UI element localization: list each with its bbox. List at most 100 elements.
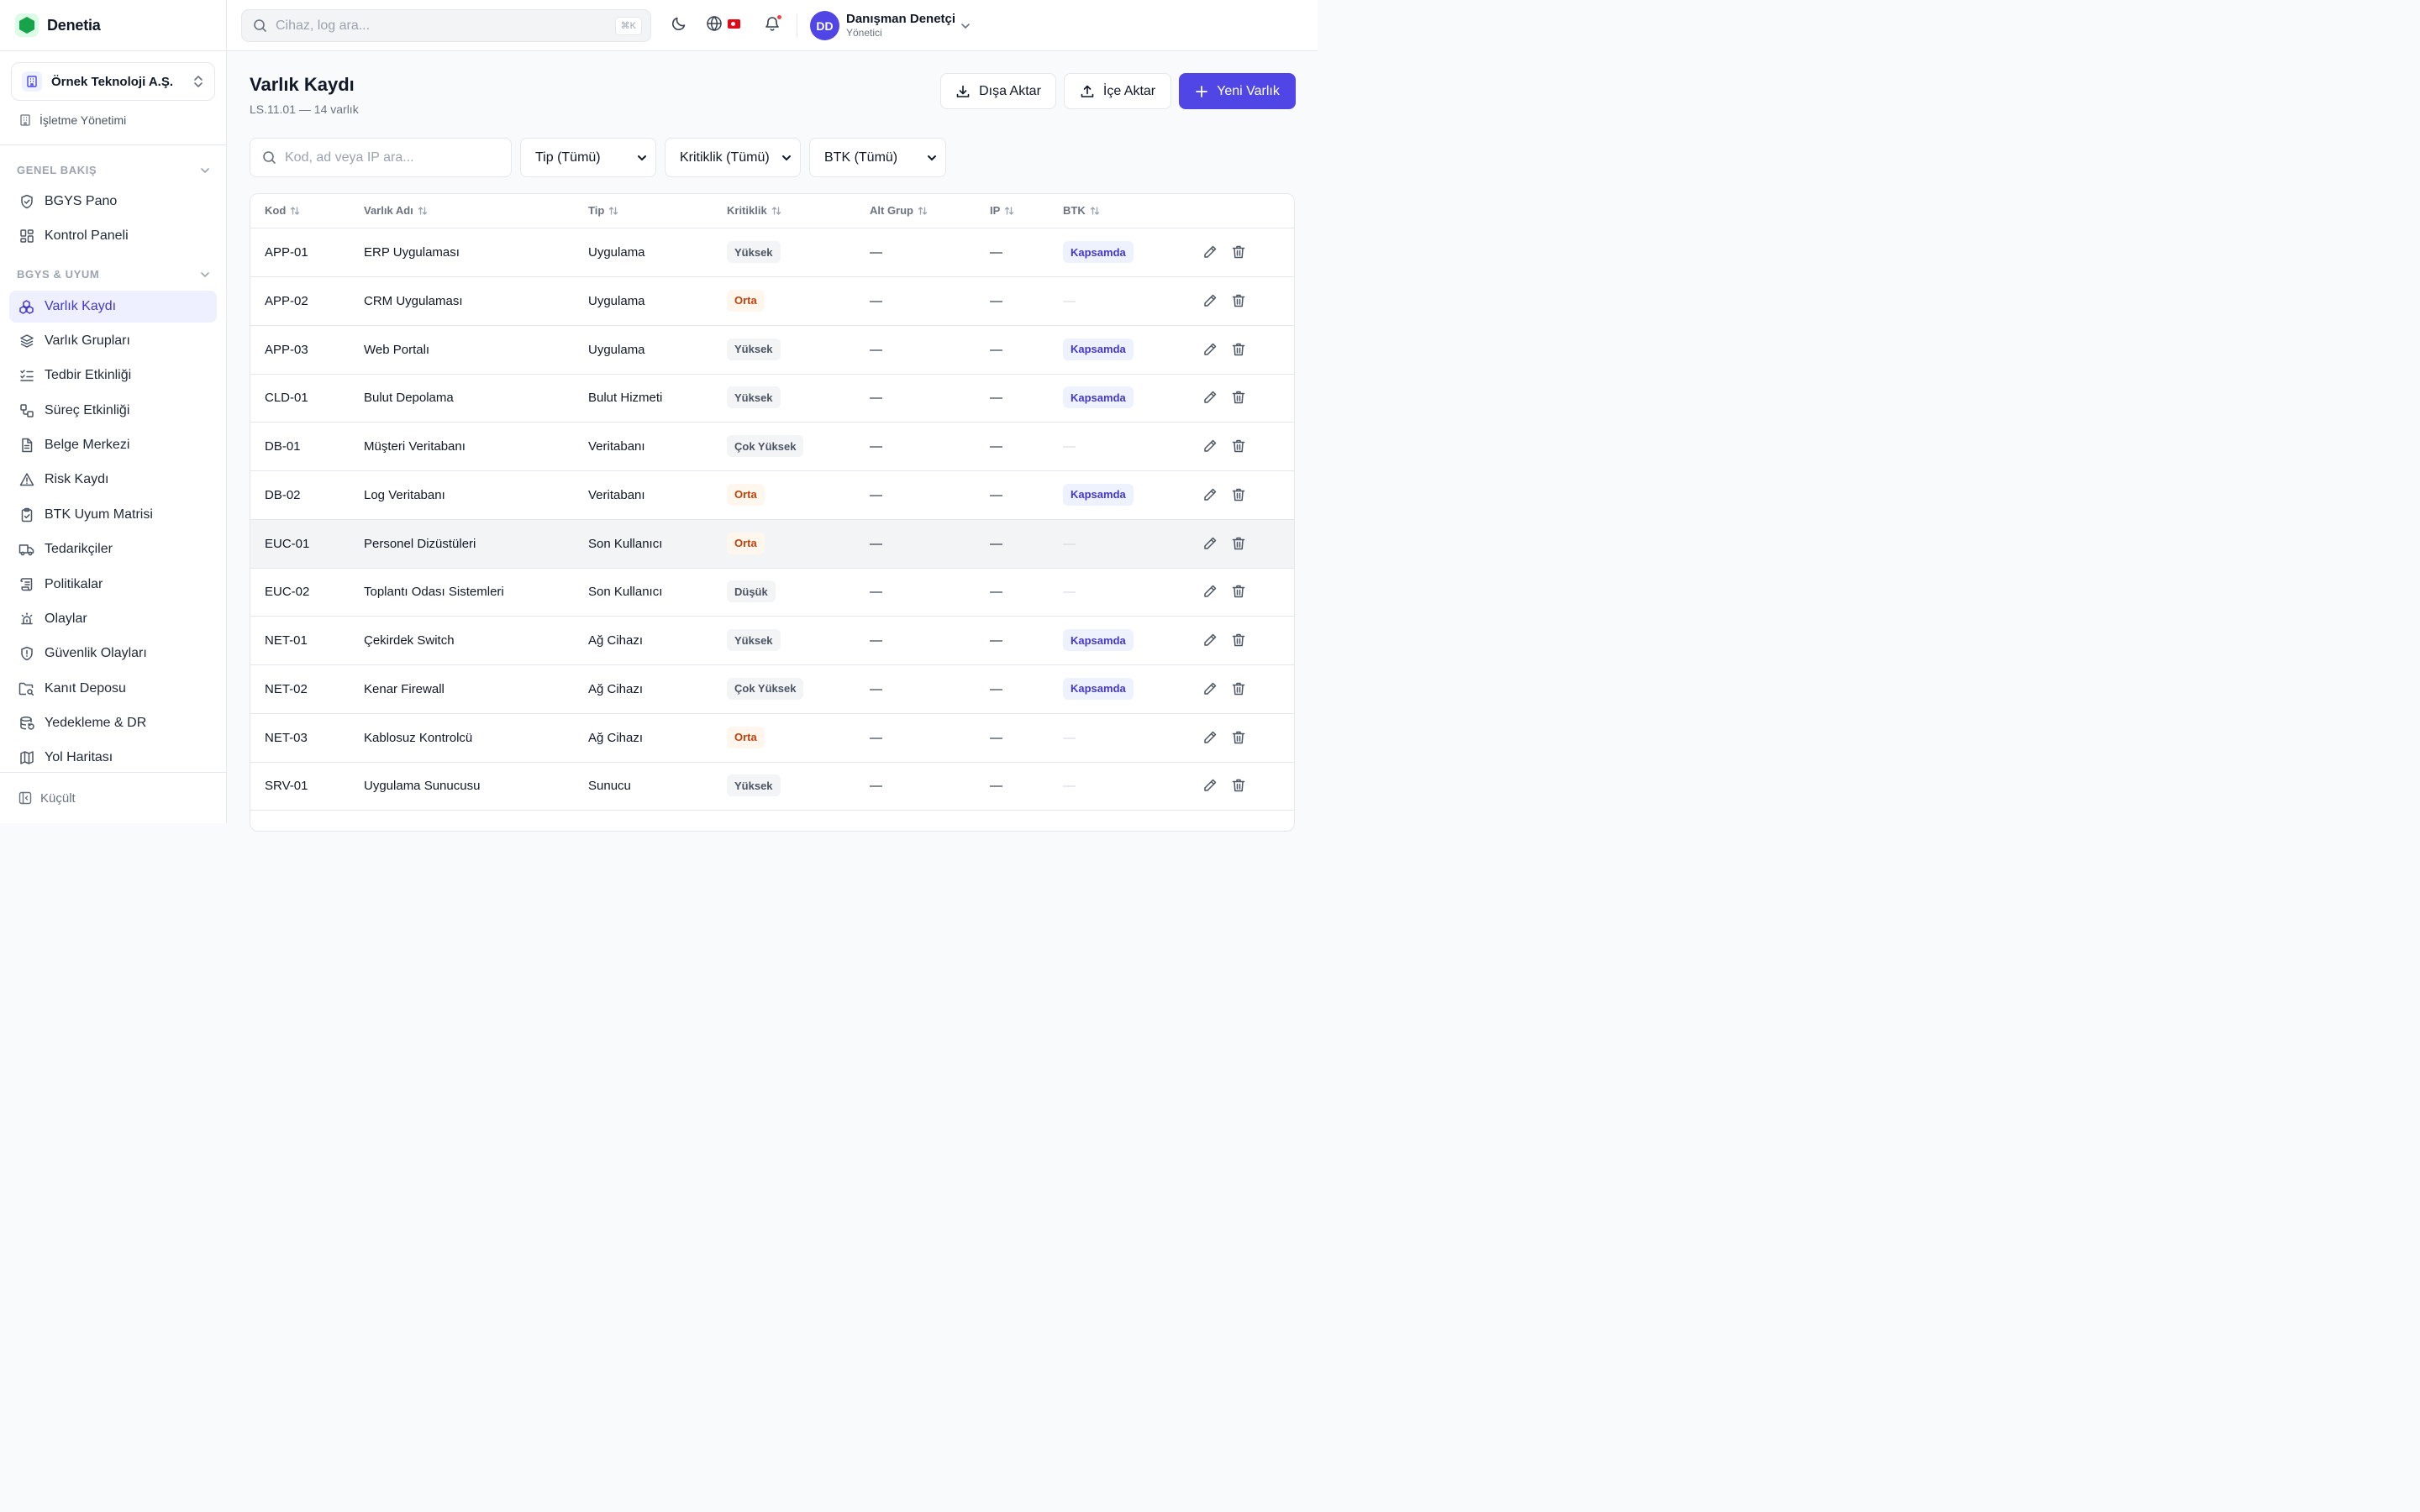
list-checks-icon xyxy=(18,368,34,384)
language-switcher[interactable] xyxy=(706,15,740,32)
table-row[interactable]: NET-01 Çekirdek Switch Ağ Cihazı Yüksek — — Ka… xyxy=(250,617,1294,665)
column-header-subgroup[interactable]: Alt Grup xyxy=(870,204,928,217)
section-general-overview[interactable]: GENEL BAKIŞ xyxy=(17,164,210,176)
cell-btk: — xyxy=(1063,779,1076,794)
sort-icon xyxy=(1090,206,1100,216)
table-row[interactable]: CLD-01 Bulut Depolama Bulut Hizmeti Yüksek —… xyxy=(250,374,1294,423)
cell-ip: — xyxy=(990,633,1002,648)
column-header-btk[interactable]: BTK xyxy=(1063,204,1100,217)
theme-toggle-button[interactable] xyxy=(671,15,687,32)
edit-icon[interactable] xyxy=(1202,584,1218,599)
sidebar-item-belge-merkezi[interactable]: Belge Merkezi xyxy=(9,429,217,461)
column-header-criticality[interactable]: Kritiklik xyxy=(727,204,781,217)
sidebar-item-risk-kaydi[interactable]: Risk Kaydı xyxy=(9,464,217,496)
sidebar-item-guvenlik-olaylari[interactable]: Güvenlik Olayları xyxy=(9,638,217,669)
trash-icon[interactable] xyxy=(1231,438,1246,454)
edit-icon[interactable] xyxy=(1202,681,1218,696)
criticality-filter-select[interactable]: Kritiklik (Tümü) xyxy=(665,138,801,177)
business-management-link[interactable]: İşletme Yönetimi xyxy=(18,111,126,129)
trash-icon[interactable] xyxy=(1231,778,1246,793)
cell-type: Bulut Hizmeti xyxy=(588,391,663,406)
new-asset-label: Yeni Varlık xyxy=(1217,83,1280,98)
edit-icon[interactable] xyxy=(1202,487,1218,502)
sidebar-item-bgys-pano[interactable]: BGYS Pano xyxy=(9,186,217,218)
table-row[interactable]: NET-03 Kablosuz Kontrolcü Ağ Cihazı Orta — — — xyxy=(250,714,1294,763)
trash-icon[interactable] xyxy=(1231,293,1246,308)
sidebar-item-kontrol-paneli[interactable]: Kontrol Paneli xyxy=(9,220,217,252)
sidebar-item-kanit-deposu[interactable]: Kanıt Deposu xyxy=(9,673,217,705)
user-name[interactable]: Danışman Denetçi xyxy=(846,12,956,26)
cell-subgroup: — xyxy=(870,245,882,260)
bell-icon xyxy=(764,14,782,32)
trash-icon[interactable] xyxy=(1231,390,1246,405)
trash-icon[interactable] xyxy=(1231,536,1246,551)
asset-search-input[interactable]: Kod, ad veya IP ara... xyxy=(250,138,512,177)
edit-icon[interactable] xyxy=(1202,438,1218,454)
table-row[interactable]: SRV-01 Uygulama Sunucusu Sunucu Yüksek — — — xyxy=(250,762,1294,811)
column-header-name[interactable]: Varlık Adı xyxy=(364,204,428,217)
criticality-badge: Orta xyxy=(727,726,765,748)
shield-alert-icon xyxy=(18,646,34,662)
sidebar-item-tedarikciler[interactable]: Tedarikçiler xyxy=(9,533,217,565)
criticality-badge: Yüksek xyxy=(727,629,781,651)
sidebar-item-btk-uyum-matrisi[interactable]: BTK Uyum Matrisi xyxy=(9,499,217,531)
edit-icon[interactable] xyxy=(1202,536,1218,551)
edit-icon[interactable] xyxy=(1202,244,1218,260)
edit-icon[interactable] xyxy=(1202,633,1218,648)
chevron-down-icon[interactable] xyxy=(960,20,971,32)
new-asset-button[interactable]: Yeni Varlık xyxy=(1179,73,1296,109)
organization-switcher[interactable]: Örnek Teknoloji A.Ş. xyxy=(11,62,215,101)
trash-icon[interactable] xyxy=(1231,487,1246,502)
sidebar-item-varlik-gruplari[interactable]: Varlık Grupları xyxy=(9,325,217,357)
section-bgys-compliance[interactable]: BGYS & UYUM xyxy=(17,268,210,281)
table-row[interactable]: DB-01 Müşteri Veritabanı Veritabanı Çok Yük… xyxy=(250,423,1294,471)
column-label: IP xyxy=(990,204,1001,217)
export-button[interactable]: Dışa Aktar xyxy=(940,73,1056,109)
column-header-ip[interactable]: IP xyxy=(990,204,1014,217)
sort-icon xyxy=(418,206,428,216)
avatar[interactable]: DD xyxy=(810,11,839,40)
chevron-down-icon xyxy=(927,153,937,163)
sidebar-item-surec-etkinligi[interactable]: Süreç Etkinliği xyxy=(9,395,217,427)
edit-icon[interactable] xyxy=(1202,342,1218,357)
collapse-sidebar-button[interactable]: Küçült xyxy=(0,772,226,823)
sidebar-item-yedekleme-dr[interactable]: Yedekleme & DR xyxy=(9,707,217,739)
cell-ip: — xyxy=(990,293,1002,308)
trash-icon[interactable] xyxy=(1231,584,1246,599)
column-header-type[interactable]: Tip xyxy=(588,204,618,217)
btk-filter-select[interactable]: BTK (Tümü) xyxy=(809,138,946,177)
edit-icon[interactable] xyxy=(1202,778,1218,793)
sidebar-item-tedbir-etkinligi[interactable]: Tedbir Etkinliği xyxy=(9,360,217,391)
global-search-input[interactable]: Cihaz, log ara... ⌘K xyxy=(241,9,651,42)
trash-icon[interactable] xyxy=(1231,633,1246,648)
sidebar-item-label: BGYS Pano xyxy=(45,194,118,208)
dashboard-grid-icon xyxy=(18,228,34,244)
column-header-code[interactable]: Kod xyxy=(265,204,300,217)
brand[interactable]: Denetia xyxy=(0,0,226,51)
notifications-button[interactable] xyxy=(764,14,782,32)
sidebar-item-yol-haritasi[interactable]: Yol Haritası xyxy=(9,742,217,774)
edit-icon[interactable] xyxy=(1202,390,1218,405)
sidebar-item-olaylar[interactable]: Olaylar xyxy=(9,603,217,635)
trash-icon[interactable] xyxy=(1231,342,1246,357)
table-row[interactable]: APP-01 ERP Uygulaması Uygulama Yüksek — — Kaps… xyxy=(250,228,1294,277)
trash-icon[interactable] xyxy=(1231,244,1246,260)
sidebar-item-politikalar[interactable]: Politikalar xyxy=(9,569,217,601)
table-row[interactable]: DB-02 Log Veritabanı Veritabanı Orta — — Kapsa… xyxy=(250,471,1294,520)
sidebar-item-varlik-kaydi[interactable]: Varlık Kaydı xyxy=(9,291,217,323)
table-row[interactable]: EUC-02 Toplantı Odası Sistemleri Son Kulla… xyxy=(250,568,1294,617)
edit-icon[interactable] xyxy=(1202,293,1218,308)
import-button[interactable]: İçe Aktar xyxy=(1064,73,1171,109)
cell-code: EUC-02 xyxy=(265,585,310,600)
type-filter-select[interactable]: Tip (Tümü) xyxy=(520,138,656,177)
trash-icon[interactable] xyxy=(1231,730,1246,745)
table-row[interactable]: EUC-01 Personel Dizüstüleri Son Kullanıcı O… xyxy=(250,519,1294,569)
table-row[interactable]: APP-02 CRM Uygulaması Uygulama Orta — — — xyxy=(250,277,1294,326)
edit-icon[interactable] xyxy=(1202,730,1218,745)
cell-ip: — xyxy=(990,779,1002,794)
trash-icon[interactable] xyxy=(1231,681,1246,696)
table-row[interactable]: APP-03 Web Portalı Uygulama Yüksek — — Kapsamd… xyxy=(250,326,1294,375)
table-row[interactable]: NET-02 Kenar Firewall Ağ Cihazı Çok Yüksek —… xyxy=(250,665,1294,714)
cell-code: NET-02 xyxy=(265,681,308,696)
building-icon xyxy=(18,113,32,127)
